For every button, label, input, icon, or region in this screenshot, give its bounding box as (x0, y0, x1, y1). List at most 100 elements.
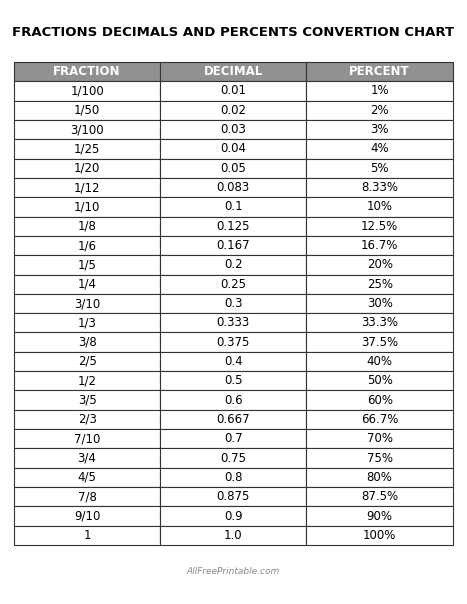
Bar (306, 525, 453, 545)
Text: 0.1: 0.1 (224, 201, 242, 213)
Text: 70%: 70% (367, 432, 393, 445)
Bar (14, 332, 160, 352)
Text: 1: 1 (83, 529, 91, 542)
Text: 1.0: 1.0 (224, 529, 242, 542)
Text: 1/2: 1/2 (78, 374, 97, 387)
Text: 87.5%: 87.5% (361, 490, 398, 503)
Bar (14, 352, 160, 371)
Bar (14, 525, 160, 545)
Text: 0.375: 0.375 (217, 336, 250, 349)
Bar (14, 275, 160, 294)
Text: 100%: 100% (363, 529, 396, 542)
Text: 0.9: 0.9 (224, 510, 242, 522)
Bar (14, 410, 160, 429)
Text: 0.6: 0.6 (224, 394, 242, 406)
Bar (306, 217, 453, 236)
Bar (160, 159, 306, 178)
Bar (14, 178, 160, 198)
Bar (14, 62, 160, 82)
Bar (14, 159, 160, 178)
Bar (306, 294, 453, 313)
Bar (306, 410, 453, 429)
Bar (306, 487, 453, 506)
Text: 3/5: 3/5 (78, 394, 97, 406)
Text: 0.167: 0.167 (217, 239, 250, 252)
Bar (14, 140, 160, 159)
Bar (306, 467, 453, 487)
Text: 2%: 2% (370, 104, 389, 117)
Bar (160, 101, 306, 120)
Bar (14, 429, 160, 448)
Text: 25%: 25% (367, 278, 393, 291)
Text: 60%: 60% (367, 394, 393, 406)
Text: 3/100: 3/100 (70, 123, 104, 136)
Bar (160, 236, 306, 255)
Bar (160, 371, 306, 390)
Bar (306, 371, 453, 390)
Text: 0.03: 0.03 (220, 123, 246, 136)
Bar (14, 294, 160, 313)
Bar (160, 352, 306, 371)
Bar (306, 120, 453, 140)
Text: DECIMAL: DECIMAL (204, 65, 263, 78)
Bar (160, 294, 306, 313)
Text: 0.125: 0.125 (217, 220, 250, 233)
Bar (160, 506, 306, 525)
Text: 40%: 40% (367, 355, 393, 368)
Bar (14, 390, 160, 410)
Text: 9/10: 9/10 (74, 510, 100, 522)
Bar (14, 101, 160, 120)
Bar (306, 352, 453, 371)
Text: 0.3: 0.3 (224, 297, 242, 310)
Bar (160, 140, 306, 159)
Text: AllFreePrintable.com: AllFreePrintable.com (187, 568, 280, 576)
Bar (306, 198, 453, 217)
Text: 0.667: 0.667 (217, 413, 250, 426)
Bar (306, 275, 453, 294)
Bar (14, 448, 160, 467)
Bar (14, 487, 160, 506)
Bar (160, 217, 306, 236)
Text: 10%: 10% (367, 201, 393, 213)
Bar (160, 313, 306, 332)
Bar (160, 467, 306, 487)
Bar (306, 82, 453, 101)
Bar (306, 506, 453, 525)
Text: PERCENT: PERCENT (349, 65, 410, 78)
Bar (306, 140, 453, 159)
Bar (14, 217, 160, 236)
Text: 2/5: 2/5 (78, 355, 97, 368)
Bar (14, 255, 160, 275)
Bar (160, 275, 306, 294)
Bar (160, 332, 306, 352)
Text: FRACTIONS DECIMALS AND PERCENTS CONVERTION CHART: FRACTIONS DECIMALS AND PERCENTS CONVERTI… (13, 25, 454, 39)
Text: 4%: 4% (370, 143, 389, 155)
Text: 0.7: 0.7 (224, 432, 242, 445)
Bar (14, 467, 160, 487)
Bar (306, 313, 453, 332)
Bar (306, 390, 453, 410)
Text: 1/4: 1/4 (78, 278, 97, 291)
Bar (306, 236, 453, 255)
Text: 0.2: 0.2 (224, 259, 242, 271)
Text: 66.7%: 66.7% (361, 413, 398, 426)
Text: 33.3%: 33.3% (361, 316, 398, 329)
Text: 1/6: 1/6 (78, 239, 97, 252)
Bar (14, 198, 160, 217)
Bar (306, 332, 453, 352)
Text: 0.25: 0.25 (220, 278, 246, 291)
Text: 3/10: 3/10 (74, 297, 100, 310)
Text: 4/5: 4/5 (78, 471, 97, 484)
Text: 1/25: 1/25 (74, 143, 100, 155)
Bar (160, 255, 306, 275)
Bar (306, 429, 453, 448)
Text: 0.02: 0.02 (220, 104, 246, 117)
Text: 0.8: 0.8 (224, 471, 242, 484)
Text: 0.75: 0.75 (220, 452, 246, 464)
Bar (14, 120, 160, 140)
Text: 90%: 90% (367, 510, 393, 522)
Text: 0.4: 0.4 (224, 355, 242, 368)
Text: 3/4: 3/4 (78, 452, 97, 464)
Bar (160, 178, 306, 198)
Bar (306, 255, 453, 275)
